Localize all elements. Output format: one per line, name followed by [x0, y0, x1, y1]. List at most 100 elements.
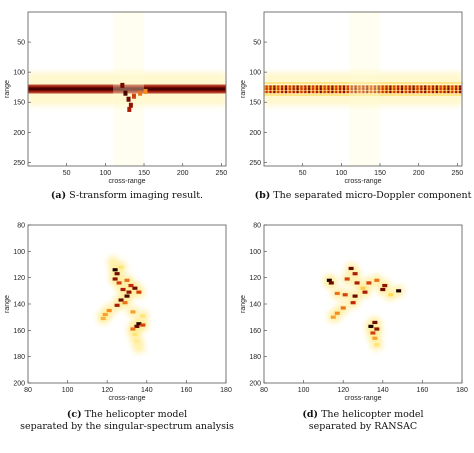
x-tick-label: 50 — [299, 170, 307, 177]
band-dot — [362, 85, 365, 88]
band-dot — [296, 85, 299, 88]
band-dot — [385, 87, 388, 91]
band-dot — [389, 85, 392, 88]
chart-panel-d: 80 100 120 140 160 180 80 100 120 140 160 180 200 cro… — [240, 223, 468, 433]
band-dot — [358, 90, 361, 94]
band-dot — [339, 87, 342, 91]
x-tick-label: 100 — [336, 170, 348, 177]
x-tick-label: 150 — [138, 170, 150, 177]
band-dot — [439, 85, 442, 88]
band-dot — [458, 90, 462, 94]
band-dot — [362, 87, 365, 91]
band-dot — [408, 90, 411, 94]
band-dot — [451, 87, 454, 91]
data-point — [126, 290, 132, 294]
data-point — [368, 324, 374, 328]
chart-panel-b: 50 100 150 200 250 50 100 150 200 250 cross-range r… — [240, 11, 472, 201]
band-dot — [404, 85, 407, 88]
data-point — [380, 287, 386, 292]
band-dot — [435, 87, 438, 91]
feature-point — [126, 96, 131, 102]
data-point — [136, 322, 142, 326]
band-dot — [439, 87, 442, 91]
y-axis-label: range — [4, 80, 11, 98]
band-dot — [339, 90, 342, 94]
band-dot — [327, 90, 330, 94]
x-axis-label: cross-range — [109, 178, 146, 185]
band-dot — [304, 85, 307, 88]
band-dot — [377, 90, 380, 94]
heatmap-content-c — [28, 225, 226, 383]
band-dot — [311, 90, 315, 94]
band-dot — [284, 87, 288, 91]
chart-panel-c: 80 100 120 140 160 180 80 100 120 140 160 180 200 cro… — [4, 223, 234, 433]
center-streak — [113, 12, 145, 166]
heatmap-content-d — [264, 225, 462, 383]
band-dot — [277, 87, 280, 91]
band-dot — [431, 90, 435, 94]
band-dot — [315, 87, 319, 91]
band-dot — [455, 85, 458, 88]
y-axis-label: range — [240, 80, 247, 98]
band-dot — [296, 87, 299, 91]
band-dot — [443, 90, 446, 94]
band-dot — [288, 90, 291, 94]
data-point — [134, 339, 140, 343]
band-dot — [397, 90, 400, 94]
band-dot — [451, 85, 454, 88]
data-point — [124, 294, 130, 298]
y-tick-label: 180 — [13, 354, 25, 361]
band-dot — [277, 85, 280, 88]
band-dot — [292, 90, 295, 94]
band-dot — [296, 90, 299, 94]
band-dot — [300, 85, 303, 88]
x-tick-label: 250 — [452, 170, 464, 177]
x-tick-label: 100 — [298, 387, 310, 394]
band-dot — [358, 85, 361, 88]
data-point — [374, 327, 380, 331]
data-point — [366, 281, 372, 285]
band-dot — [389, 90, 392, 94]
y-tick-label: 80 — [253, 223, 261, 230]
band-dot — [269, 85, 272, 88]
data-point — [118, 298, 124, 302]
data-point — [118, 265, 124, 269]
data-point — [120, 287, 126, 292]
x-tick-label: 80 — [260, 387, 268, 394]
band-strong — [28, 85, 226, 93]
panel-caption: (d) The helicopter model — [302, 409, 423, 420]
y-tick-label: 160 — [13, 328, 25, 335]
y-tick-label: 250 — [249, 160, 261, 167]
band-dot — [308, 85, 311, 88]
band-dot — [400, 85, 404, 88]
y-tick-label: 100 — [13, 70, 25, 77]
band-dot — [308, 90, 311, 94]
band-dot — [431, 85, 435, 88]
band-dot — [424, 85, 427, 88]
y-tick-label: 120 — [249, 275, 261, 282]
band-dot — [393, 90, 396, 94]
band-dot — [381, 85, 384, 88]
feature-point — [127, 106, 132, 112]
band-dot — [273, 90, 276, 94]
band-dot — [412, 87, 415, 91]
y-tick-label: 140 — [249, 302, 261, 309]
y-tick-label: 100 — [13, 249, 25, 256]
band-dot — [327, 87, 330, 91]
band-dot — [400, 90, 404, 94]
band-dot — [451, 90, 454, 94]
band-dot — [400, 87, 404, 91]
y-tick-label: 150 — [249, 100, 261, 107]
data-point — [354, 281, 360, 285]
band-dot — [393, 85, 396, 88]
y-tick-label: 100 — [249, 70, 261, 77]
band-dot — [385, 90, 388, 94]
band-dot — [269, 87, 272, 91]
band-dot — [455, 90, 458, 94]
band-dot — [277, 90, 280, 94]
band-dot — [420, 90, 423, 94]
x-tick-label: 120 — [337, 387, 349, 394]
x-axis-label: cross-range — [345, 178, 382, 185]
data-point — [130, 327, 136, 331]
x-tick-label: 180 — [220, 387, 232, 394]
